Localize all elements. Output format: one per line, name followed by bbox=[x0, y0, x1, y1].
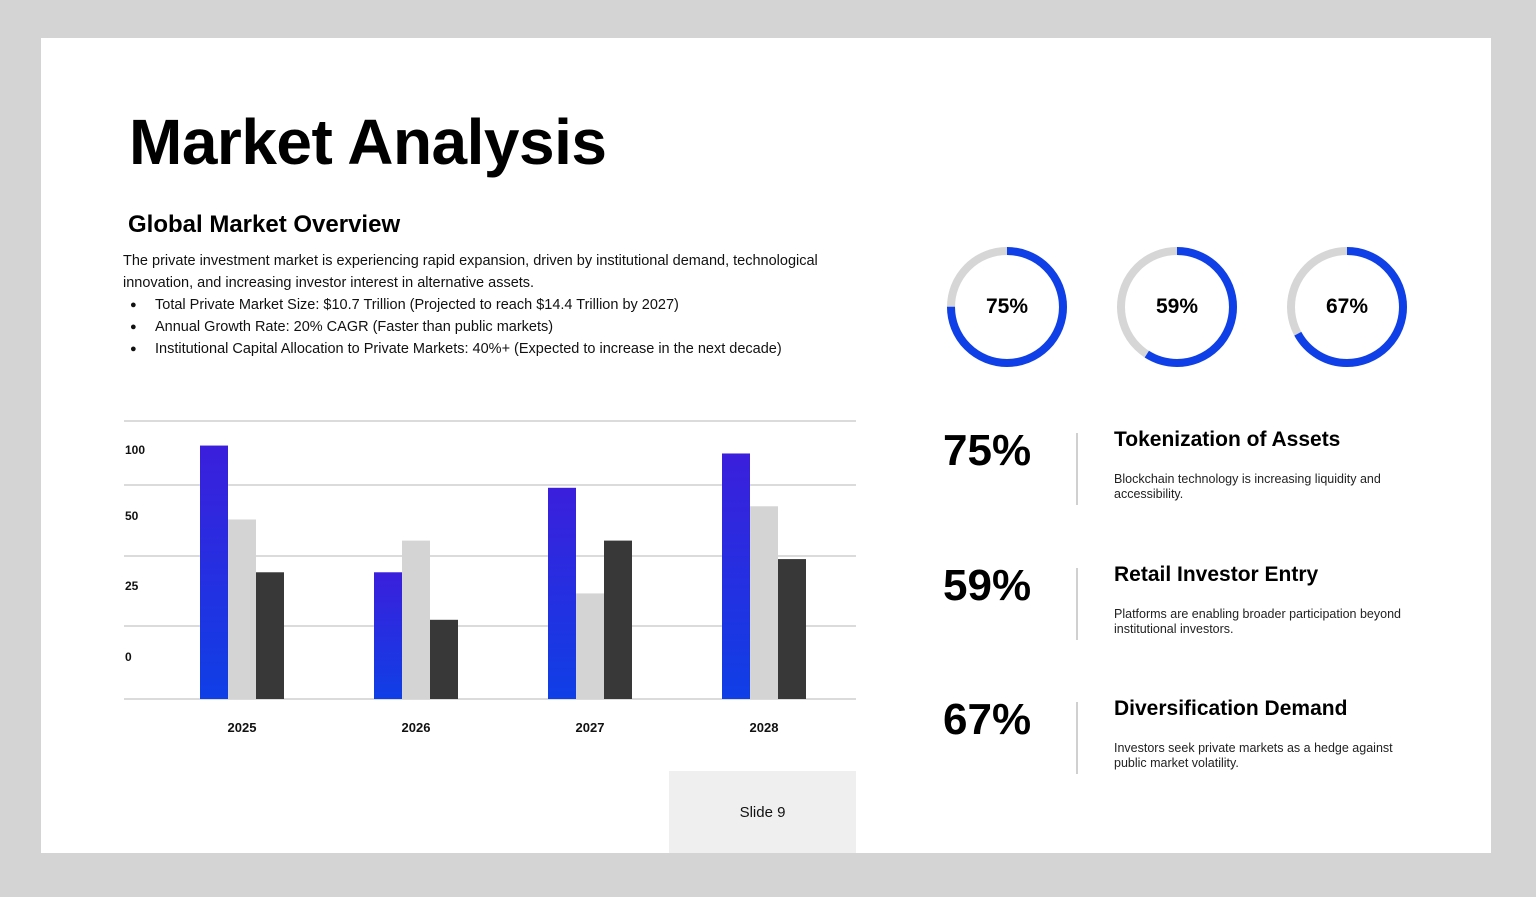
stat-divider bbox=[1076, 702, 1078, 774]
bar-2027-3 bbox=[604, 540, 632, 699]
stat-divider bbox=[1076, 568, 1078, 640]
y-tick-label: 0 bbox=[125, 650, 132, 664]
stat-description: Platforms are enabling broader participa… bbox=[1114, 607, 1401, 636]
bullet-item: Institutional Capital Allocation to Priv… bbox=[123, 338, 843, 360]
stat-heading: Diversification Demand bbox=[1114, 697, 1348, 720]
x-tick-label: 2025 bbox=[228, 720, 257, 735]
stat-heading: Retail Investor Entry bbox=[1114, 563, 1319, 586]
stat-description: Investors seek private markets as a hedg… bbox=[1114, 741, 1393, 770]
stat-value: 59% bbox=[943, 561, 1032, 610]
intro-paragraph: The private investment market is experie… bbox=[123, 253, 818, 291]
slide-title: Market Analysis bbox=[129, 106, 607, 178]
stat-value: 75% bbox=[943, 426, 1032, 475]
donut-percent-label: 75% bbox=[985, 295, 1029, 318]
section-subtitle: Global Market Overview bbox=[128, 211, 401, 238]
slide: Market Analysis Global Market Overview T… bbox=[41, 38, 1491, 853]
stat-divider bbox=[1076, 433, 1078, 505]
donut-chart-tokenization: 75% bbox=[945, 245, 1069, 369]
y-tick-label: 50 bbox=[125, 509, 139, 523]
bar-2026-1 bbox=[374, 572, 402, 699]
donut-progress-arc bbox=[1117, 247, 1237, 367]
slide-number-tab: Slide 9 bbox=[669, 771, 856, 853]
donut-ring bbox=[1117, 247, 1237, 367]
donut-chart-retail: 59% bbox=[1115, 245, 1239, 369]
donut-ring bbox=[947, 247, 1067, 367]
donut-percent-label: 67% bbox=[1325, 295, 1369, 318]
bullet-item: Annual Growth Rate: 20% CAGR (Faster tha… bbox=[123, 316, 843, 338]
bullet-item: Total Private Market Size: $10.7 Trillio… bbox=[123, 294, 843, 316]
bar-2026-3 bbox=[430, 619, 458, 699]
slide-number: Slide 9 bbox=[739, 803, 786, 821]
stat-description: Blockchain technology is increasing liqu… bbox=[1114, 472, 1381, 501]
bar-2025-1 bbox=[200, 445, 228, 699]
y-tick-label: 25 bbox=[125, 579, 139, 593]
stat-retail-investor: 59% Retail Investor Entry Platforms are … bbox=[943, 563, 1443, 648]
donut-ring bbox=[1287, 247, 1407, 367]
bar-2025-2 bbox=[228, 519, 256, 699]
donut-progress-arc bbox=[947, 247, 1067, 367]
bar-2028-1 bbox=[722, 453, 750, 699]
stat-value: 67% bbox=[943, 695, 1032, 744]
donut-percent-label: 59% bbox=[1155, 295, 1199, 318]
bar-2027-2 bbox=[576, 593, 604, 699]
bar-2025-3 bbox=[256, 572, 284, 699]
x-tick-label: 2027 bbox=[576, 720, 605, 735]
bullet-list: Total Private Market Size: $10.7 Trillio… bbox=[123, 294, 843, 360]
bar-2027-1 bbox=[548, 487, 576, 699]
bar-chart: 0 25 50 100 2025 2026 2027 2028 bbox=[124, 420, 856, 735]
x-tick-label: 2026 bbox=[402, 720, 431, 735]
donut-chart-diversification: 67% bbox=[1285, 245, 1409, 369]
donut-progress-arc bbox=[1287, 247, 1407, 367]
stat-diversification: 67% Diversification Demand Investors see… bbox=[943, 697, 1443, 782]
stat-heading: Tokenization of Assets bbox=[1114, 428, 1341, 451]
bar-2026-2 bbox=[402, 540, 430, 699]
bar-2028-3 bbox=[778, 559, 806, 699]
stat-tokenization: 75% Tokenization of Assets Blockchain te… bbox=[943, 428, 1443, 513]
y-tick-label: 100 bbox=[125, 443, 145, 457]
bar-2028-2 bbox=[750, 506, 778, 699]
x-tick-label: 2028 bbox=[750, 720, 779, 735]
